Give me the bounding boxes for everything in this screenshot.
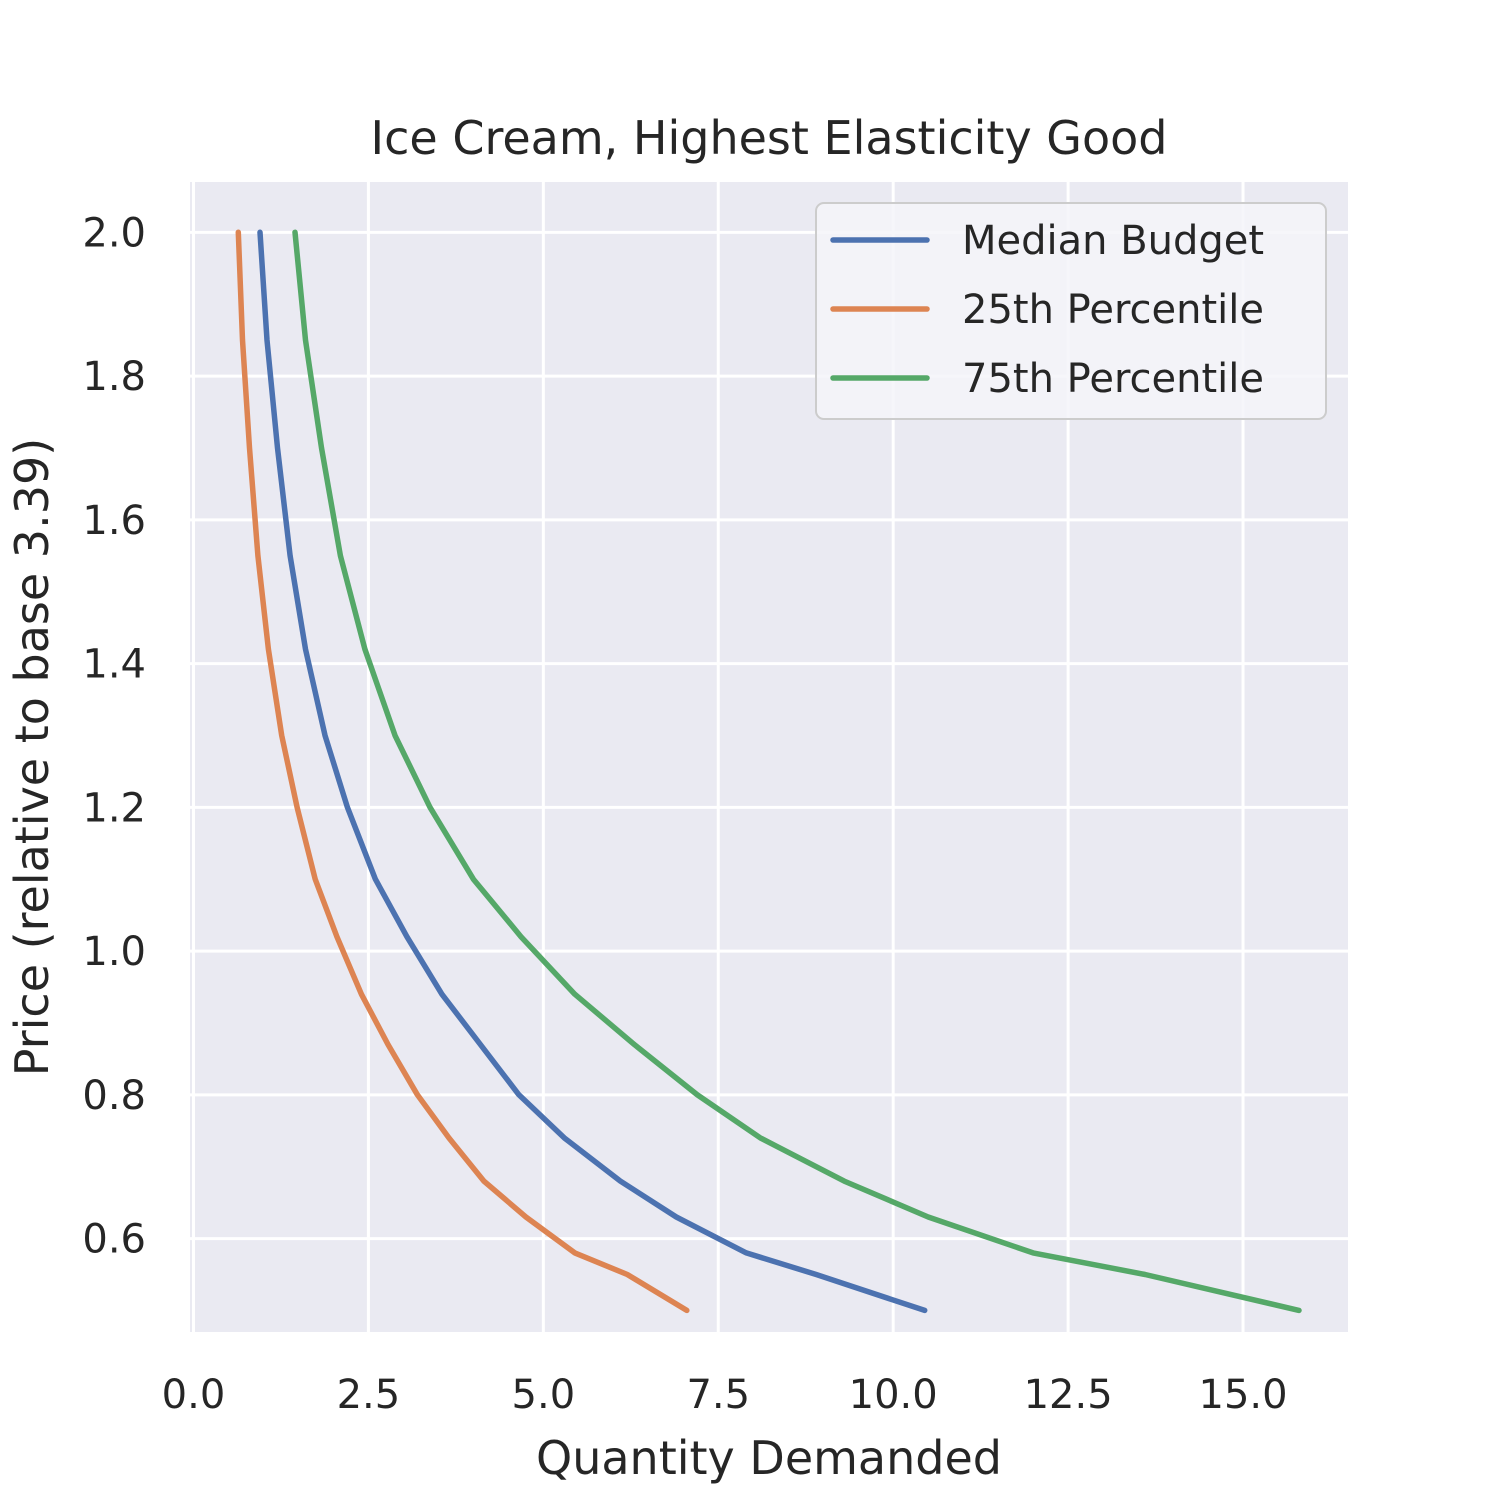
- x-tick-label: 12.5: [1024, 1372, 1113, 1418]
- x-tick-label: 5.0: [512, 1372, 576, 1418]
- x-axis-label: Quantity Demanded: [536, 1431, 1002, 1485]
- y-tick-label: 2.0: [82, 210, 146, 256]
- chart-title: Ice Cream, Highest Elasticity Good: [371, 111, 1168, 165]
- x-axis-ticks: 0.0 2.5 5.0 7.5 10.0 12.5 15.0: [162, 1372, 1288, 1418]
- x-tick-label: 2.5: [337, 1372, 401, 1418]
- legend-label: Median Budget: [962, 218, 1264, 264]
- y-tick-label: 0.8: [82, 1073, 146, 1119]
- y-tick-label: 0.6: [82, 1217, 146, 1263]
- legend: Median Budget 25th Percentile 75th Percent…: [815, 202, 1327, 420]
- legend-label: 75th Percentile: [962, 356, 1264, 402]
- y-axis-label: Price (relative to base 3.39): [5, 438, 59, 1076]
- legend-label: 25th Percentile: [962, 287, 1264, 333]
- x-tick-label: 7.5: [686, 1372, 750, 1418]
- y-tick-label: 1.4: [82, 642, 146, 688]
- x-tick-label: 15.0: [1199, 1372, 1288, 1418]
- y-tick-label: 1.0: [82, 929, 146, 975]
- x-tick-label: 0.0: [162, 1372, 226, 1418]
- legend-box: [815, 202, 1327, 420]
- y-tick-label: 1.8: [82, 354, 146, 400]
- series-lines: [235, 229, 1302, 1314]
- y-axis-ticks: 0.6 0.8 1.0 1.2 1.4 1.6 1.8 2.0: [82, 210, 146, 1262]
- series-line-75th-percentile: [292, 229, 1302, 1314]
- y-tick-label: 1.2: [82, 785, 146, 831]
- x-tick-label: 10.0: [849, 1372, 938, 1418]
- series-line-25th-percentile: [235, 229, 690, 1314]
- y-tick-label: 1.6: [82, 498, 146, 544]
- series-line-median-budget: [257, 229, 928, 1314]
